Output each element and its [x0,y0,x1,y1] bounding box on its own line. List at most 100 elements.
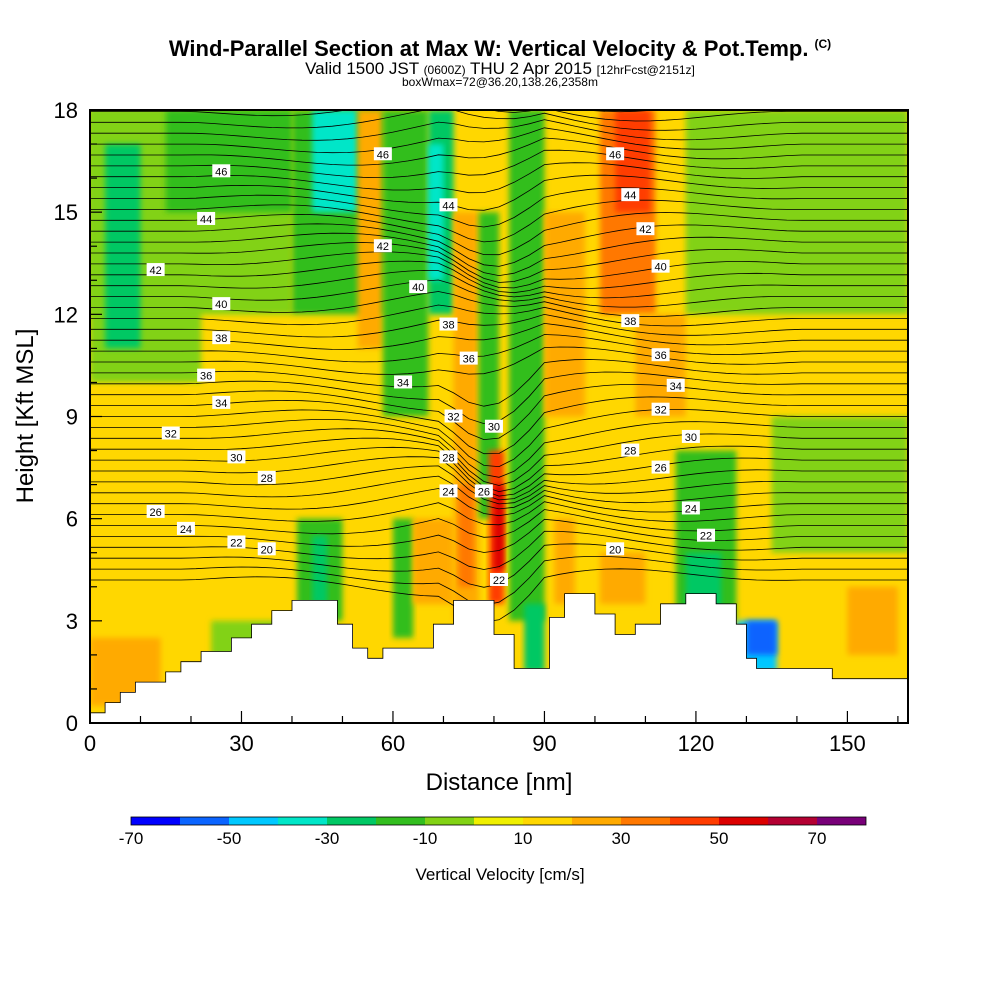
theta-label-7: 32 [161,426,180,441]
theta-label-bg [409,280,428,294]
theta-label-text: 28 [261,473,273,485]
theta-label-text: 32 [165,429,177,441]
theta-label-bg [651,460,670,474]
theta-label-32: 36 [651,348,670,362]
theta-label-21: 30 [484,419,503,434]
vertical-velocity-field [90,110,908,723]
theta-label-text: 22 [230,538,242,550]
isentrope-line-11 [90,446,908,497]
theta-label-bg [474,484,493,498]
theta-label-bg [439,450,458,464]
w-region-18 [458,484,474,587]
isentrope-line-35 [90,187,908,228]
theta-label-23: 26 [474,484,493,498]
isentrope-line-34 [90,199,908,243]
chart-subtitle: Valid 1500 JST (0600Z) THU 2 Apr 2015 [1… [0,59,1000,79]
isentrope-line-13 [90,428,908,486]
w-region-34 [685,110,908,315]
isentrope-line-29 [90,251,908,289]
y-tick-label: 15 [54,200,78,225]
colorbar-tick-label: -30 [315,829,340,848]
theta-label-bg [621,443,640,457]
colorbar-swatch-3 [278,817,327,825]
y-tick-label: 0 [66,711,78,736]
isentrope-line-21 [90,334,908,363]
theta-label-16: 40 [409,280,428,294]
theta-label-bg [227,535,246,549]
theta-label-bg [212,297,231,311]
theta-label-29: 42 [636,222,655,236]
isentrope-line-24 [90,304,908,327]
theta-label-text: 20 [609,544,621,556]
colorbar-swatch-2 [229,817,278,825]
theta-label-text: 32 [447,412,459,424]
theta-label-bg [373,147,392,161]
theta-label-text: 24 [685,503,697,515]
colorbar-swatch-7 [474,817,523,825]
theta-label-text: 30 [685,432,697,444]
theta-label-28: 44 [621,188,640,202]
isentrope-line-1 [90,556,908,606]
theta-label-19: 34 [394,375,413,389]
isentrope-line-28 [90,260,908,294]
theta-label-1: 44 [197,211,216,226]
theta-label-bg [459,351,478,365]
theta-label-bg [651,259,670,273]
isentrope-line-33 [90,212,908,256]
colorbar: -70 -50 -30 -10 10 30 50 70 [119,816,867,848]
w-region-13 [392,518,414,638]
theta-label-18: 36 [459,351,478,366]
theta-label-text: 26 [478,486,490,498]
theta-label-bg [257,542,276,556]
theta-label-text: 20 [261,544,273,556]
theta-label-40: 20 [606,542,625,556]
colorbar-swatch-4 [327,817,376,825]
theta-label-bg [621,188,640,202]
theta-label-11: 24 [176,521,195,536]
theta-label-37: 26 [651,460,670,475]
theta-label-2: 42 [146,263,165,277]
theta-label-text: 46 [377,149,389,161]
x-axis-title: Distance [nm] [426,769,573,796]
x-tick-label: 30 [229,731,253,756]
theta-label-text: 26 [654,463,666,475]
theta-label-bg [636,222,655,236]
y-tick-label: 6 [66,507,78,532]
theta-label-14: 46 [373,147,392,161]
theta-label-39: 22 [697,528,716,543]
w-region-14 [413,518,454,604]
theta-label-bg [444,409,463,423]
theta-label-text: 44 [442,200,454,212]
theta-label-text: 34 [215,398,227,410]
theta-label-text: 42 [150,265,162,277]
theta-label-bg [439,198,458,212]
theta-label-13: 20 [257,542,276,556]
theta-label-text: 38 [215,333,227,345]
colorbar-frame [130,816,867,826]
theta-contour-labels: 46 44 42 40 38 36 34 32 30 28 26 24 22 20 46 42 40 38 36 34… [146,147,716,587]
theta-label-22: 28 [439,450,458,464]
theta-label-33: 34 [666,378,685,393]
theta-label-text: 32 [654,405,666,417]
w-region-33 [746,620,777,655]
isentrope-line-46 [90,66,908,100]
theta-label-27: 46 [606,147,625,161]
w-region-36 [847,586,898,655]
colorbar-tick-label: 30 [612,829,631,848]
y-axis: 0 3 6 9 12 15 18 [54,98,102,736]
isentrope-line-43 [90,110,908,122]
w-region-22 [509,110,545,621]
isentrope-line-10 [90,456,908,501]
theta-label-text: 30 [230,452,242,464]
theta-label-4: 38 [212,331,231,345]
isentrope-line-23 [90,313,908,338]
theta-label-bg [681,501,700,515]
theta-label-text: 42 [377,241,389,253]
theta-label-bg [651,348,670,362]
theta-label-bg [606,147,625,161]
valid-zulu: (0600Z) [423,63,466,77]
w-region-24 [544,212,585,417]
theta-label-bg [373,239,392,253]
x-axis: 0 30 60 90 120 150 [84,711,899,756]
theta-label-bg [666,378,685,392]
